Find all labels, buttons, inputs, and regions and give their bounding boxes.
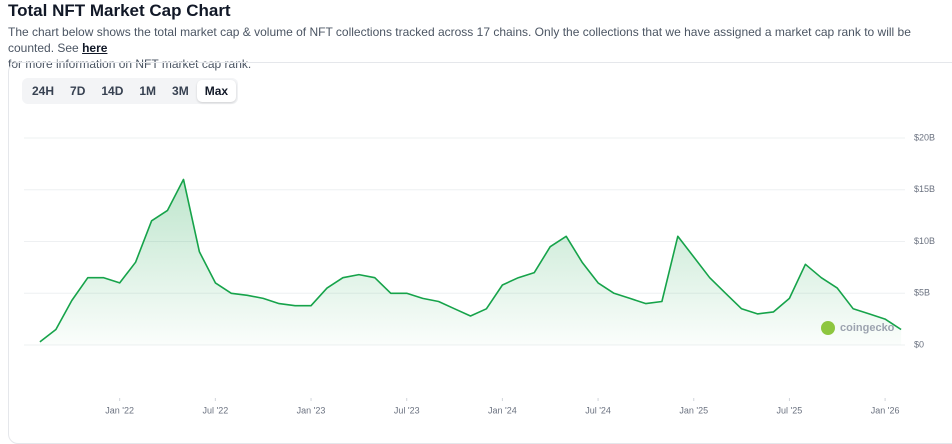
area xyxy=(39,179,902,345)
range-button[interactable]: 7D xyxy=(70,84,86,98)
y-tick-label: $5B xyxy=(914,288,930,298)
x-tick-label: Jul '22 xyxy=(202,405,228,415)
range-button[interactable]: 1M xyxy=(139,84,157,98)
description-end: for more information on NFT market cap r… xyxy=(8,57,252,71)
description-text: The chart below shows the total market c… xyxy=(8,25,911,55)
y-tick-label: $20B xyxy=(914,132,935,142)
range-button[interactable]: 3M xyxy=(172,84,189,98)
x-tick-label: Jan '23 xyxy=(297,405,326,415)
range-button[interactable]: 24H xyxy=(32,84,55,98)
x-tick-label: Jan '24 xyxy=(488,405,517,415)
y-tick-label: $0 xyxy=(914,339,924,349)
range-button[interactable]: Max xyxy=(196,80,237,102)
watermark-logo xyxy=(821,321,835,335)
x-tick-label: Jul '24 xyxy=(585,405,611,415)
x-tick-label: Jan '22 xyxy=(105,405,134,415)
y-tick-label: $10B xyxy=(914,236,935,246)
range-selector: 24H 7D 14D 1M 3M Max xyxy=(22,78,239,104)
range-button[interactable]: 14D xyxy=(101,84,124,98)
x-tick-label: Jul '25 xyxy=(777,405,803,415)
page-title: Total NFT Market Cap Chart xyxy=(8,1,231,20)
x-tick-label: Jan '26 xyxy=(871,405,900,415)
chart: $0 $5B $10B $15B $20B Jan '22 Jul '22 Jan '23 Ju… xyxy=(24,132,935,415)
watermark: coingecko xyxy=(840,322,895,334)
page: Total NFT Market Cap Chart The chart bel… xyxy=(8,1,952,444)
y-tick-label: $15B xyxy=(914,184,935,194)
link[interactable]: here xyxy=(82,41,108,55)
line xyxy=(39,178,902,343)
description: The chart below shows the total market c… xyxy=(8,24,943,72)
x-tick-label: Jan '25 xyxy=(679,405,708,415)
x-tick-label: Jul '23 xyxy=(394,405,420,415)
